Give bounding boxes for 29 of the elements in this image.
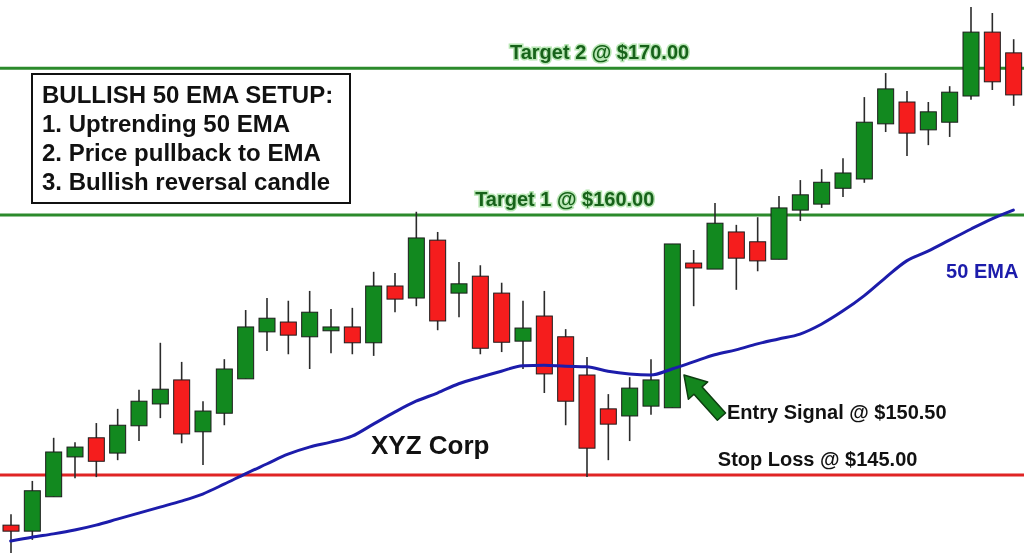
candlestick: [87, 422, 105, 478]
candlestick: [258, 297, 276, 352]
candlestick: [450, 261, 468, 318]
ref-line-label: Stop Loss @ $145.00: [717, 447, 918, 470]
annotation: 3. Bullish reversal candle: [42, 167, 332, 196]
candlestick: [834, 157, 852, 198]
candlestick: [279, 299, 297, 356]
annotation: XYZ Corp: [371, 430, 490, 461]
annotation: Entry Signal @ $150.50: [727, 401, 947, 424]
candlestick: [685, 249, 703, 308]
ref-line-label: Target 2 @ $170.00: [509, 41, 690, 64]
candlestick: [322, 308, 340, 354]
candlestick: [343, 307, 361, 356]
candlestick: [194, 400, 212, 466]
candlestick: [599, 393, 617, 461]
candlestick: [791, 179, 809, 222]
series-label: 50 EMA: [946, 260, 1019, 283]
candlestick: [919, 101, 937, 146]
annotation: 2. Price pullback to EMA: [42, 138, 322, 167]
candlestick: [66, 441, 84, 479]
candlestick: [386, 272, 404, 314]
candlestick: [514, 299, 532, 370]
candlestick: [813, 168, 831, 209]
annotation: 1. Uptrending 50 EMA: [42, 109, 292, 138]
text-box: BULLISH 50 EMA SETUP: 1. Uptrending 50 EMA 2. Price pullback to EMA 3. Bullish reversal candle: [31, 73, 351, 204]
candlestick: [749, 216, 767, 273]
candlestick: [151, 341, 169, 419]
candlestick: [2, 513, 20, 553]
ref-line-label: Target 1 @ $160.00: [475, 188, 655, 211]
